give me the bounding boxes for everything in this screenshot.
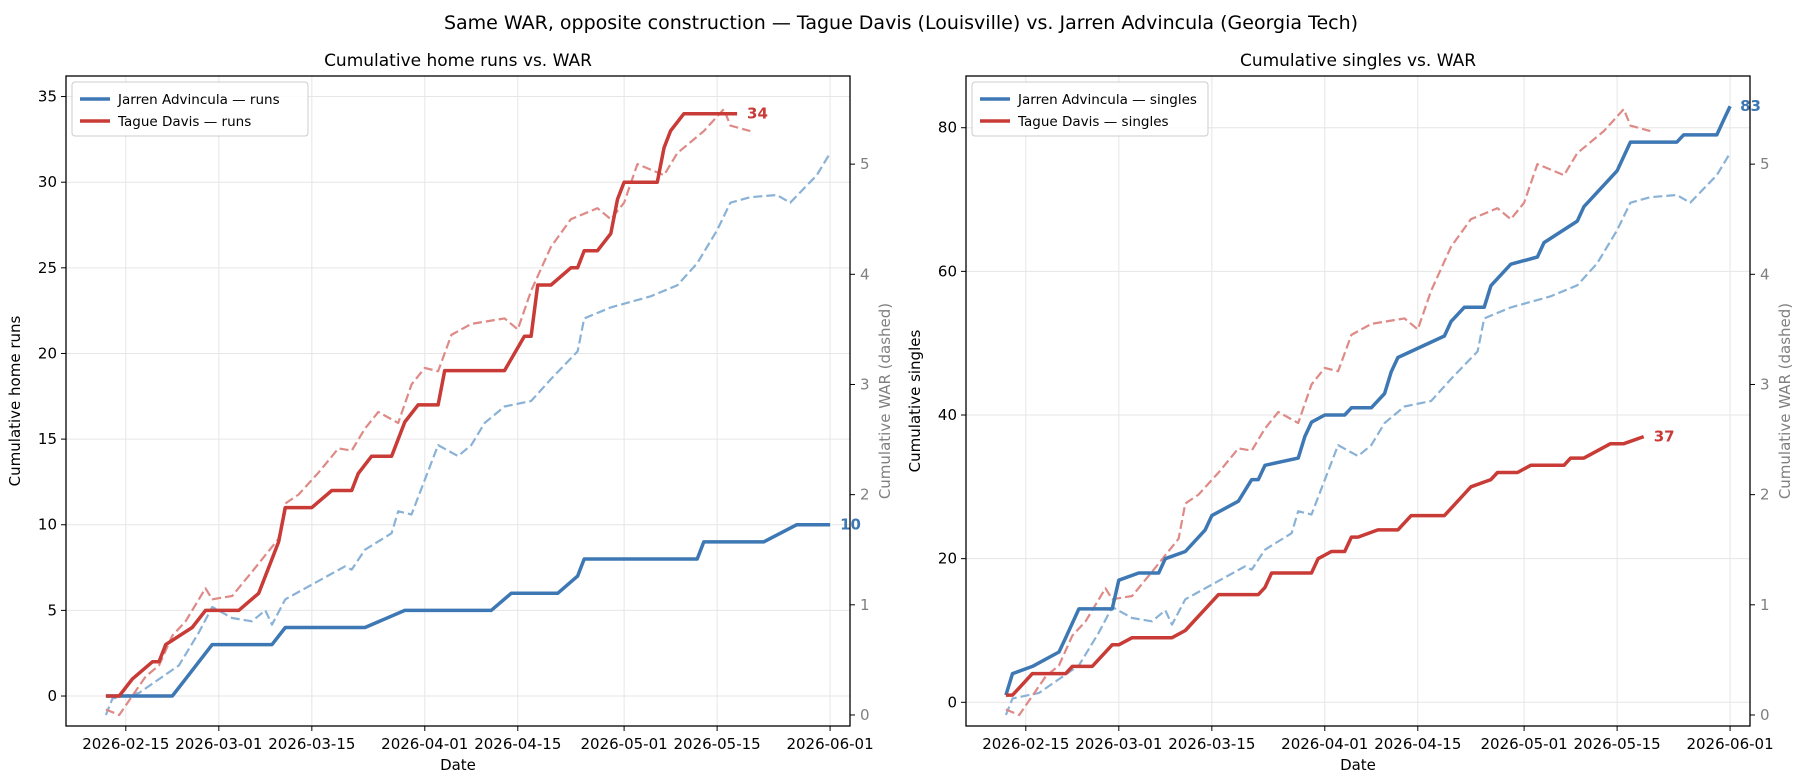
series-line-advincula-war [1004,152,1732,716]
legend: Jarren Advincula — singles Tague Davis — … [971,81,1209,137]
y2-tick-label: 5 [860,155,870,173]
series-line-advincula [1004,105,1732,696]
y2-tick-label: 0 [1760,706,1770,724]
series-line-davis-war [1005,108,1651,717]
y-tick-label: 15 [38,430,57,448]
legend-label-davis: Tague Davis — runs [117,114,251,130]
y2-tick-label: 5 [1760,155,1770,173]
y-axis-label: Cumulative singles [906,330,924,473]
y-tick-label: 40 [938,406,957,424]
x-tick-label: 2026-04-01 [381,735,468,753]
y-tick-label: 60 [938,262,957,280]
y2-axis-label: Cumulative WAR (dashed) [1776,303,1794,499]
y2-tick-label: 2 [1760,486,1770,504]
plot-frame [965,75,1751,727]
y-tick-label: 25 [38,259,57,277]
y2-tick-label: 4 [1760,265,1770,283]
series-line-advincula-war [104,152,832,716]
y2-tick-label: 3 [1760,375,1770,393]
x-tick-label: 2026-03-01 [175,735,262,753]
y2-tick-label: 2 [860,486,870,504]
y2-tick-label: 0 [860,706,870,724]
y2-tick-label: 1 [860,596,870,614]
legend-label-advincula: Jarren Advincula — runs [117,92,280,108]
y-tick-label: 0 [947,693,957,711]
chart-title: Cumulative singles vs. WAR [1240,51,1476,71]
y-axis-label: Cumulative home runs [6,315,24,486]
legend-label-advincula: Jarren Advincula — singles [1017,92,1197,108]
y2-tick-label: 4 [860,265,870,283]
x-tick-label: 2026-05-15 [1574,735,1661,753]
x-tick-label: 2026-04-15 [1374,735,1461,753]
y2-tick-label: 3 [860,375,870,393]
x-tick-label: 2026-04-15 [474,735,561,753]
end-label-davis: 37 [1654,428,1675,446]
series-line-davis [105,111,738,698]
y-tick-label: 20 [938,550,957,568]
y-tick-label: 0 [47,687,57,705]
y2-axis-label: Cumulative WAR (dashed) [876,303,894,499]
x-tick-label: 2026-06-01 [786,735,873,753]
x-axis-label: Date [1340,756,1376,774]
x-tick-label: 2026-03-01 [1075,735,1162,753]
series-line-advincula [105,522,831,698]
legend-frame [71,81,309,137]
x-tick-label: 2026-06-01 [1686,735,1773,753]
legend: Jarren Advincula — runs Tague Davis — run… [71,81,309,137]
chart-title: Cumulative home runs vs. WAR [324,51,592,71]
x-tick-label: 2026-05-15 [674,735,761,753]
y-tick-label: 10 [38,516,57,534]
end-label-davis: 34 [747,105,768,123]
y-tick-label: 35 [38,88,57,106]
series-line-davis-war [105,108,751,717]
figure-suptitle: Same WAR, opposite construction — Tague … [444,12,1358,34]
x-tick-label: 2026-02-15 [82,735,169,753]
x-axis-label: Date [440,756,476,774]
y-tick-label: 20 [38,344,57,362]
x-tick-label: 2026-03-15 [268,735,355,753]
x-tick-label: 2026-03-15 [1168,735,1255,753]
plot-frame [65,75,851,727]
x-tick-label: 2026-02-15 [982,735,1069,753]
y-tick-label: 80 [938,119,957,137]
y2-tick-label: 1 [1760,596,1770,614]
series-line-davis [1005,434,1645,697]
x-tick-label: 2026-04-01 [1281,735,1368,753]
legend-label-davis: Tague Davis — singles [1017,114,1169,130]
x-tick-label: 2026-05-01 [581,735,668,753]
legend-frame [971,81,1209,137]
y-tick-label: 30 [38,173,57,191]
x-tick-label: 2026-05-01 [1481,735,1568,753]
y-tick-label: 5 [47,601,57,619]
